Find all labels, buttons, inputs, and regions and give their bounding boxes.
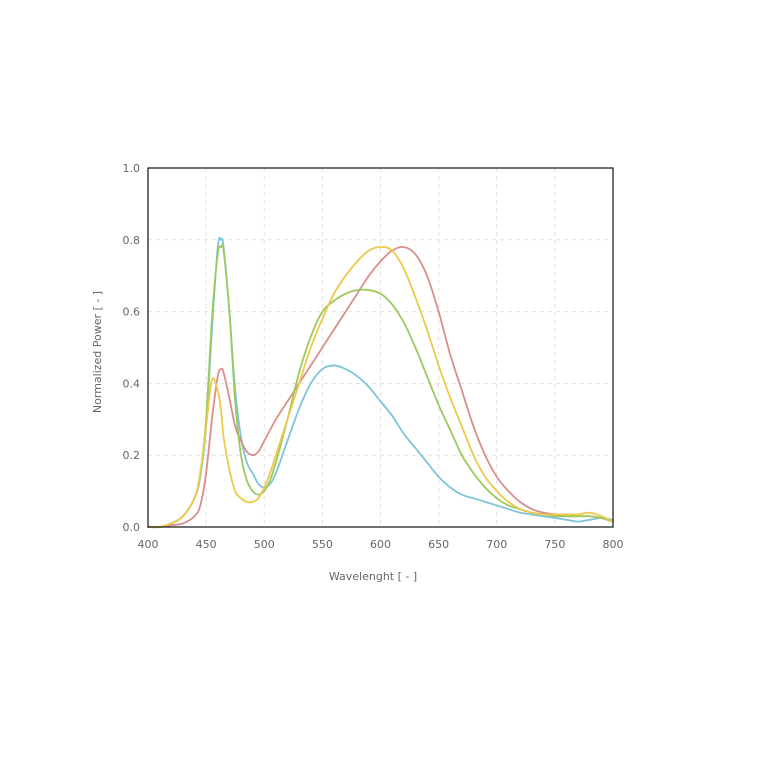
y-tick-label: 0.2 — [123, 449, 141, 462]
series-group — [147, 236, 614, 529]
y-tick-label: 0.6 — [123, 306, 141, 319]
x-tick-label: 600 — [370, 538, 391, 551]
y-tick-label: 0.0 — [123, 521, 141, 534]
x-tick-label: 650 — [428, 538, 449, 551]
grid — [147, 167, 614, 528]
x-tick-labels: 400 450 500 550 600 650 700 750 800 — [138, 538, 624, 551]
x-tick-label: 750 — [544, 538, 565, 551]
series-line-2 — [147, 245, 614, 529]
plot-frame — [147, 167, 614, 528]
y-tick-labels: 0.0 0.2 0.4 0.6 0.8 1.0 — [123, 162, 141, 534]
x-axis-title: Wavelenght [ - ] — [329, 570, 417, 583]
series-line-4 — [147, 246, 614, 529]
x-tick-label: 800 — [603, 538, 624, 551]
x-tick-label: 450 — [196, 538, 217, 551]
x-tick-label: 400 — [138, 538, 159, 551]
y-tick-label: 0.8 — [123, 234, 141, 247]
y-tick-label: 0.4 — [123, 377, 141, 390]
x-tick-label: 550 — [312, 538, 333, 551]
x-tick-label: 700 — [486, 538, 507, 551]
y-axis-title: Normalized Power [ - ] — [91, 291, 104, 413]
x-tick-label: 500 — [254, 538, 275, 551]
y-tick-label: 1.0 — [123, 162, 141, 175]
